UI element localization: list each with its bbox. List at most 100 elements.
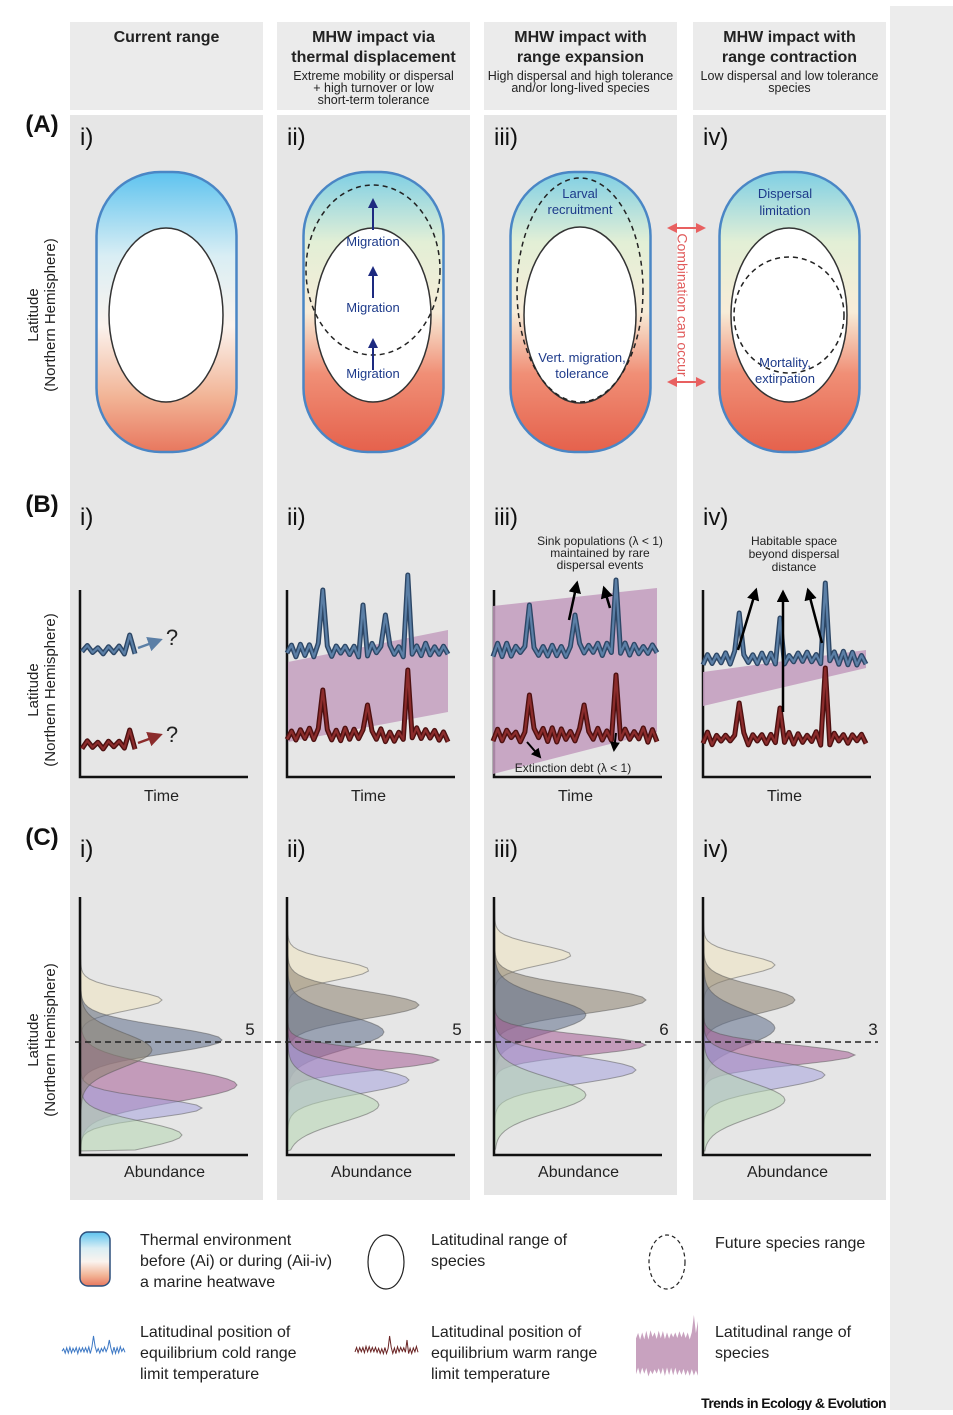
legend-text: Latitudinal range of (715, 1324, 852, 1341)
trend-arrow (137, 637, 163, 652)
future-range (733, 256, 845, 374)
legend-text: Future species range (715, 1235, 865, 1252)
legend-text: equilibrium warm range (431, 1345, 597, 1362)
range-band (703, 650, 866, 706)
panel-label: iv) (703, 504, 728, 531)
x-axis-label: Abundance (331, 1164, 412, 1181)
annotation: Migration (346, 366, 399, 381)
header-cell (70, 22, 263, 110)
panel-label: ii) (287, 836, 306, 863)
annotation: distance (772, 560, 817, 574)
column-title: range contraction (722, 49, 857, 66)
panel-label: ii) (287, 124, 306, 151)
axis-label: Latitude (25, 1013, 42, 1066)
x-axis-label: Abundance (124, 1164, 205, 1181)
species-count: 3 (868, 1020, 877, 1039)
column-title: thermal displacement (291, 49, 456, 66)
side-strip (890, 6, 953, 1410)
row-label: (A) (25, 111, 58, 138)
legend-text: a marine heatwave (140, 1274, 275, 1291)
axis-label: (Northern Hemisphere) (42, 963, 59, 1116)
annotation: Dispersal (758, 186, 812, 201)
species-count: 6 (659, 1020, 668, 1039)
panel-label: ii) (287, 504, 306, 531)
annotation: maintained by rare (550, 546, 650, 560)
limit-line (701, 581, 867, 667)
species-range (730, 227, 848, 403)
column-subtitle: and/or long-lived species (511, 81, 649, 95)
axis (78, 590, 248, 779)
trend-arrow (137, 732, 163, 747)
axis (701, 897, 871, 1157)
row-label: (B) (25, 491, 58, 518)
x-axis-label: Abundance (747, 1164, 828, 1181)
axis (701, 590, 871, 779)
legend-text: before (Ai) or during (Aii-iv) (140, 1253, 332, 1270)
legend-icon (79, 1231, 111, 1287)
column-subtitle: High dispersal and high tolerance (488, 69, 674, 83)
species-count: 5 (452, 1020, 461, 1039)
limit-line (286, 573, 449, 658)
limit-line (81, 728, 137, 750)
annotation: Vert. migration, (538, 350, 625, 365)
x-axis-label: Time (558, 788, 593, 805)
axis-label: Latitude (25, 288, 42, 341)
legend-text: species (431, 1253, 485, 1270)
legend-icon (648, 1234, 686, 1290)
column-subtitle: Extreme mobility or dispersal (293, 69, 453, 83)
source-credit: Trends in Ecology & Evolution (701, 1395, 886, 1410)
column-subtitle: Low dispersal and low tolerance (701, 69, 879, 83)
annotation: Extinction debt (λ < 1) (515, 761, 631, 775)
legend-text: species (715, 1345, 769, 1362)
column-title: MHW impact with (514, 29, 646, 46)
column-subtitle: species (768, 81, 810, 95)
annotation: Combination can occur (674, 233, 690, 377)
column-title: MHW impact via (312, 29, 435, 46)
limit-line (81, 633, 137, 656)
panel-label: i) (80, 504, 93, 531)
limit-line (701, 666, 867, 747)
species-count: 5 (245, 1020, 254, 1039)
pointer (600, 585, 613, 609)
annotation: tolerance (555, 366, 608, 381)
pointer (567, 580, 581, 621)
annotation: Migration (346, 234, 399, 249)
axis-label: Latitude (25, 663, 42, 716)
legend-text: limit temperature (431, 1366, 550, 1383)
column-title: MHW impact with (723, 29, 855, 46)
legend-icon (61, 1335, 126, 1356)
annotation: beyond dispersal (749, 547, 840, 561)
header-cell (277, 22, 470, 110)
x-axis-label: Abundance (538, 1164, 619, 1181)
limit-line (491, 578, 658, 658)
column-subtitle: + high turnover or low (313, 81, 435, 95)
legend-text: equilibrium cold range (140, 1345, 297, 1362)
pointer (736, 587, 760, 651)
legend-text: Latitudinal range of (431, 1232, 568, 1249)
panel-label: iii) (494, 124, 518, 151)
limit-line (286, 668, 450, 743)
panel-label: i) (80, 836, 93, 863)
species-range (108, 227, 224, 403)
axis (285, 897, 455, 1157)
annotation: recruitment (547, 202, 612, 217)
annotation: ? (166, 625, 178, 650)
axis (492, 897, 662, 1157)
legend-icon (354, 1335, 419, 1356)
legend-text: limit temperature (140, 1366, 259, 1383)
column-subtitle: short-term tolerance (318, 93, 430, 107)
row-label: (C) (25, 824, 58, 851)
limit-line (491, 673, 659, 744)
legend-icon (367, 1234, 405, 1290)
header-cell (693, 22, 886, 110)
annotation: extirpation (755, 371, 815, 386)
axis (78, 897, 248, 1157)
x-axis-label: Time (351, 788, 386, 805)
annotation: Migration (346, 300, 399, 315)
column-title: Current range (114, 29, 220, 46)
annotation: Habitable space (751, 534, 837, 548)
annotation: ? (166, 722, 178, 747)
pointer (609, 732, 620, 752)
panel-label: i) (80, 124, 93, 151)
panel-label: iv) (703, 836, 728, 863)
